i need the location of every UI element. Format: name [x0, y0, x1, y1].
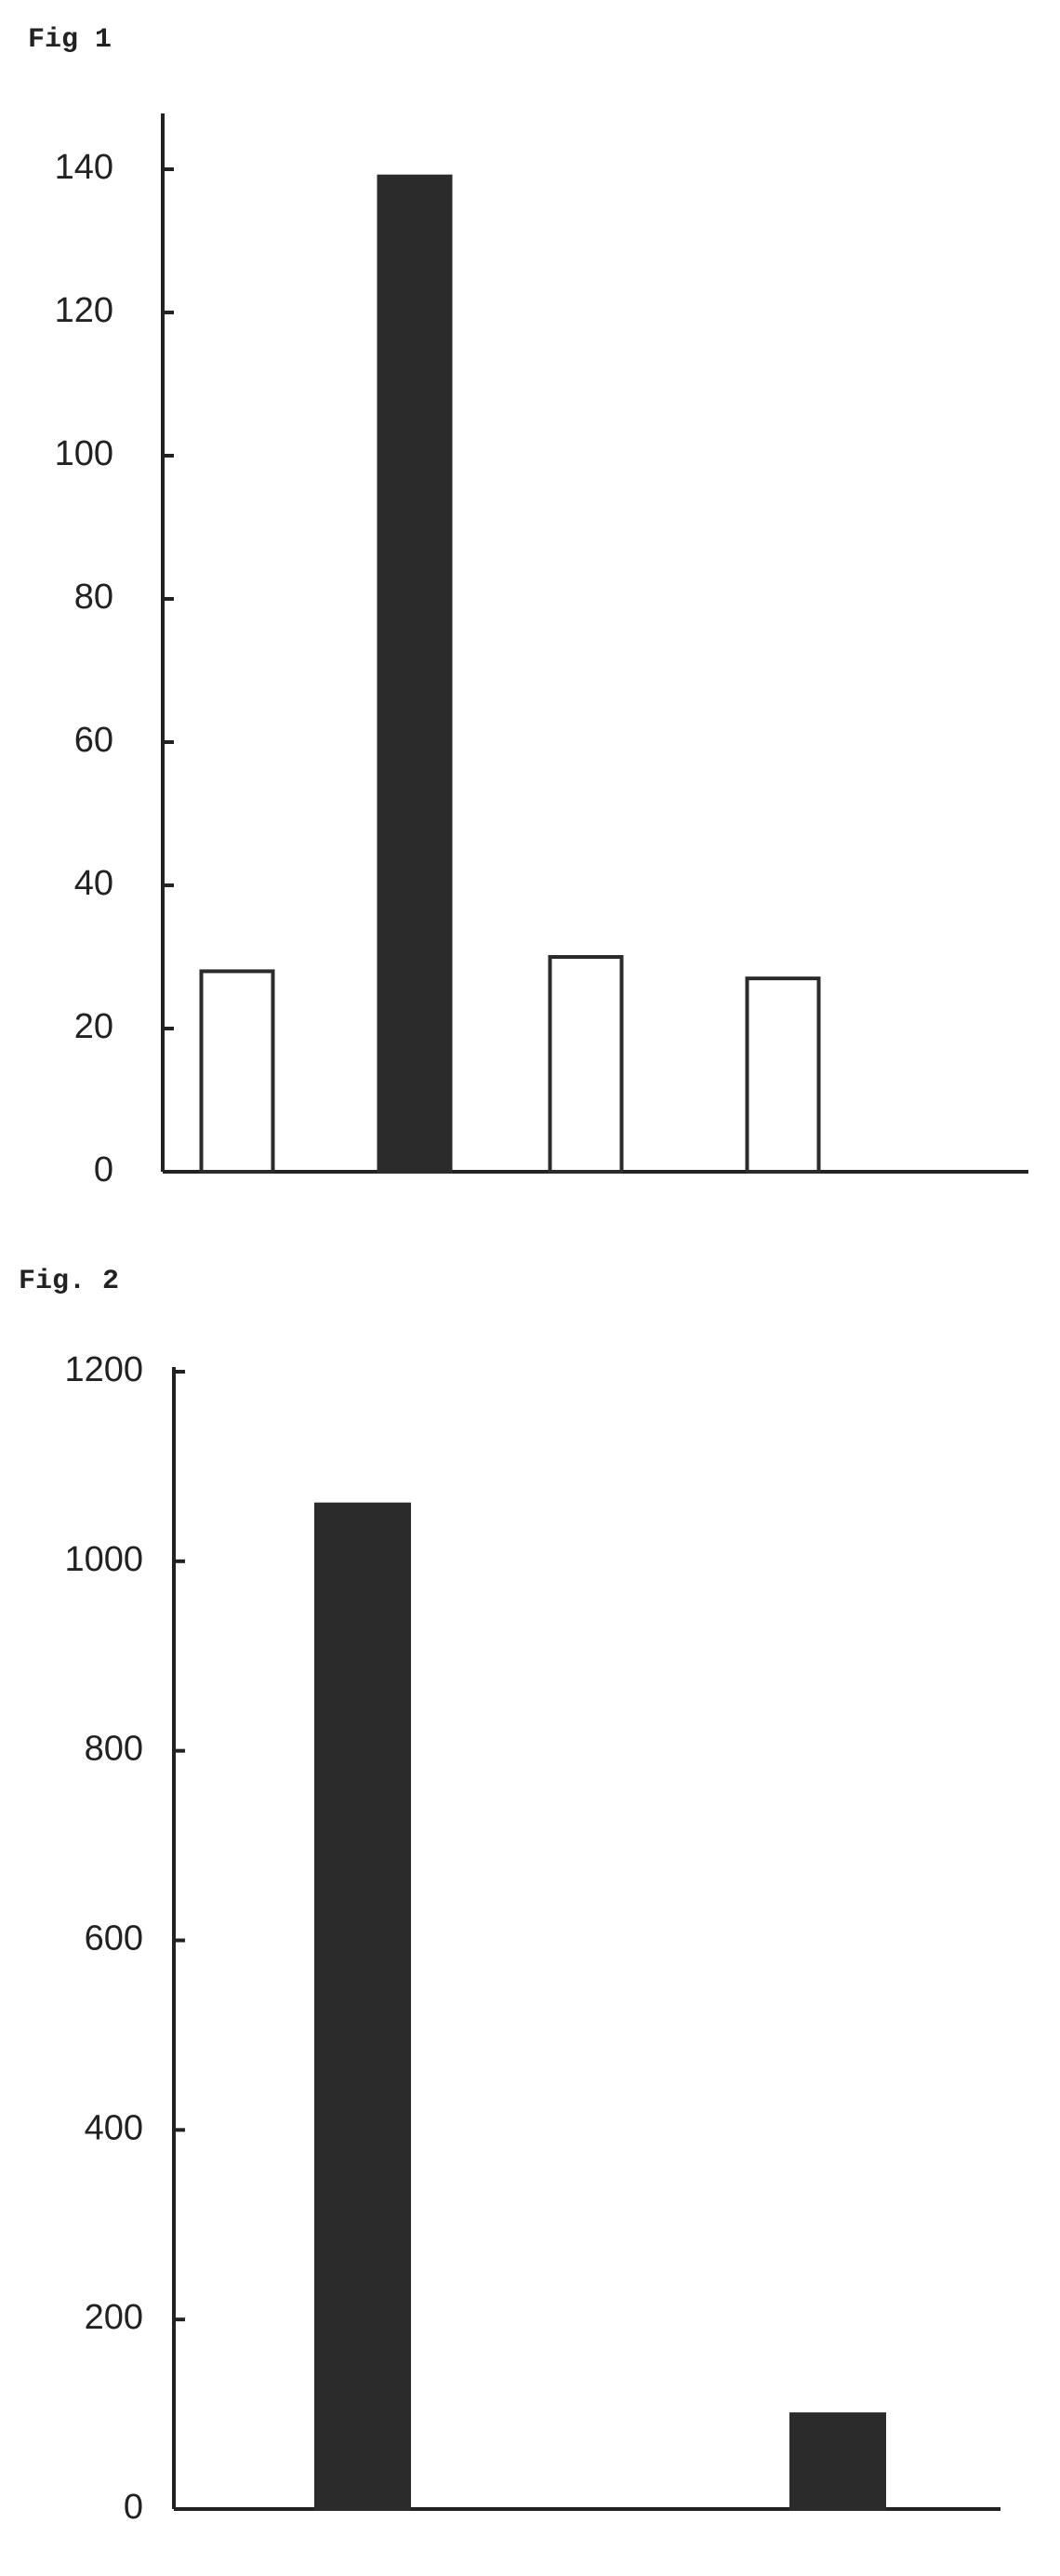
- y-tick-label: 60: [74, 721, 113, 760]
- y-tick-label: 200: [85, 2298, 143, 2337]
- y-tick-label: 100: [55, 434, 113, 473]
- chart-title: Fig 1: [28, 24, 112, 56]
- y-tick-label: 600: [85, 1919, 143, 1959]
- y-tick-label: 1000: [64, 1540, 143, 1579]
- y-tick-label: 1200: [64, 1350, 143, 1389]
- bar: [791, 2414, 884, 2509]
- bar: [316, 1505, 409, 2509]
- chart-title: Fig. 2: [19, 1266, 119, 1297]
- bar: [748, 978, 819, 1172]
- y-tick-label: 0: [124, 2488, 143, 2527]
- y-tick-label: 0: [94, 1150, 113, 1189]
- page: Fig 1 Fig. 2 0 20 40 60 80 100 120 140 0 200 400 60…: [0, 0, 1060, 2576]
- y-tick-label: 800: [85, 1730, 143, 1769]
- y-tick-label: 20: [74, 1007, 113, 1046]
- bar: [202, 971, 273, 1172]
- bar: [550, 957, 622, 1172]
- bar: [379, 177, 451, 1172]
- y-tick-label: 400: [85, 2108, 143, 2147]
- y-tick-label: 40: [74, 864, 113, 903]
- y-tick-label: 120: [55, 291, 113, 330]
- y-tick-label: 140: [55, 148, 113, 187]
- y-tick-label: 80: [74, 578, 113, 617]
